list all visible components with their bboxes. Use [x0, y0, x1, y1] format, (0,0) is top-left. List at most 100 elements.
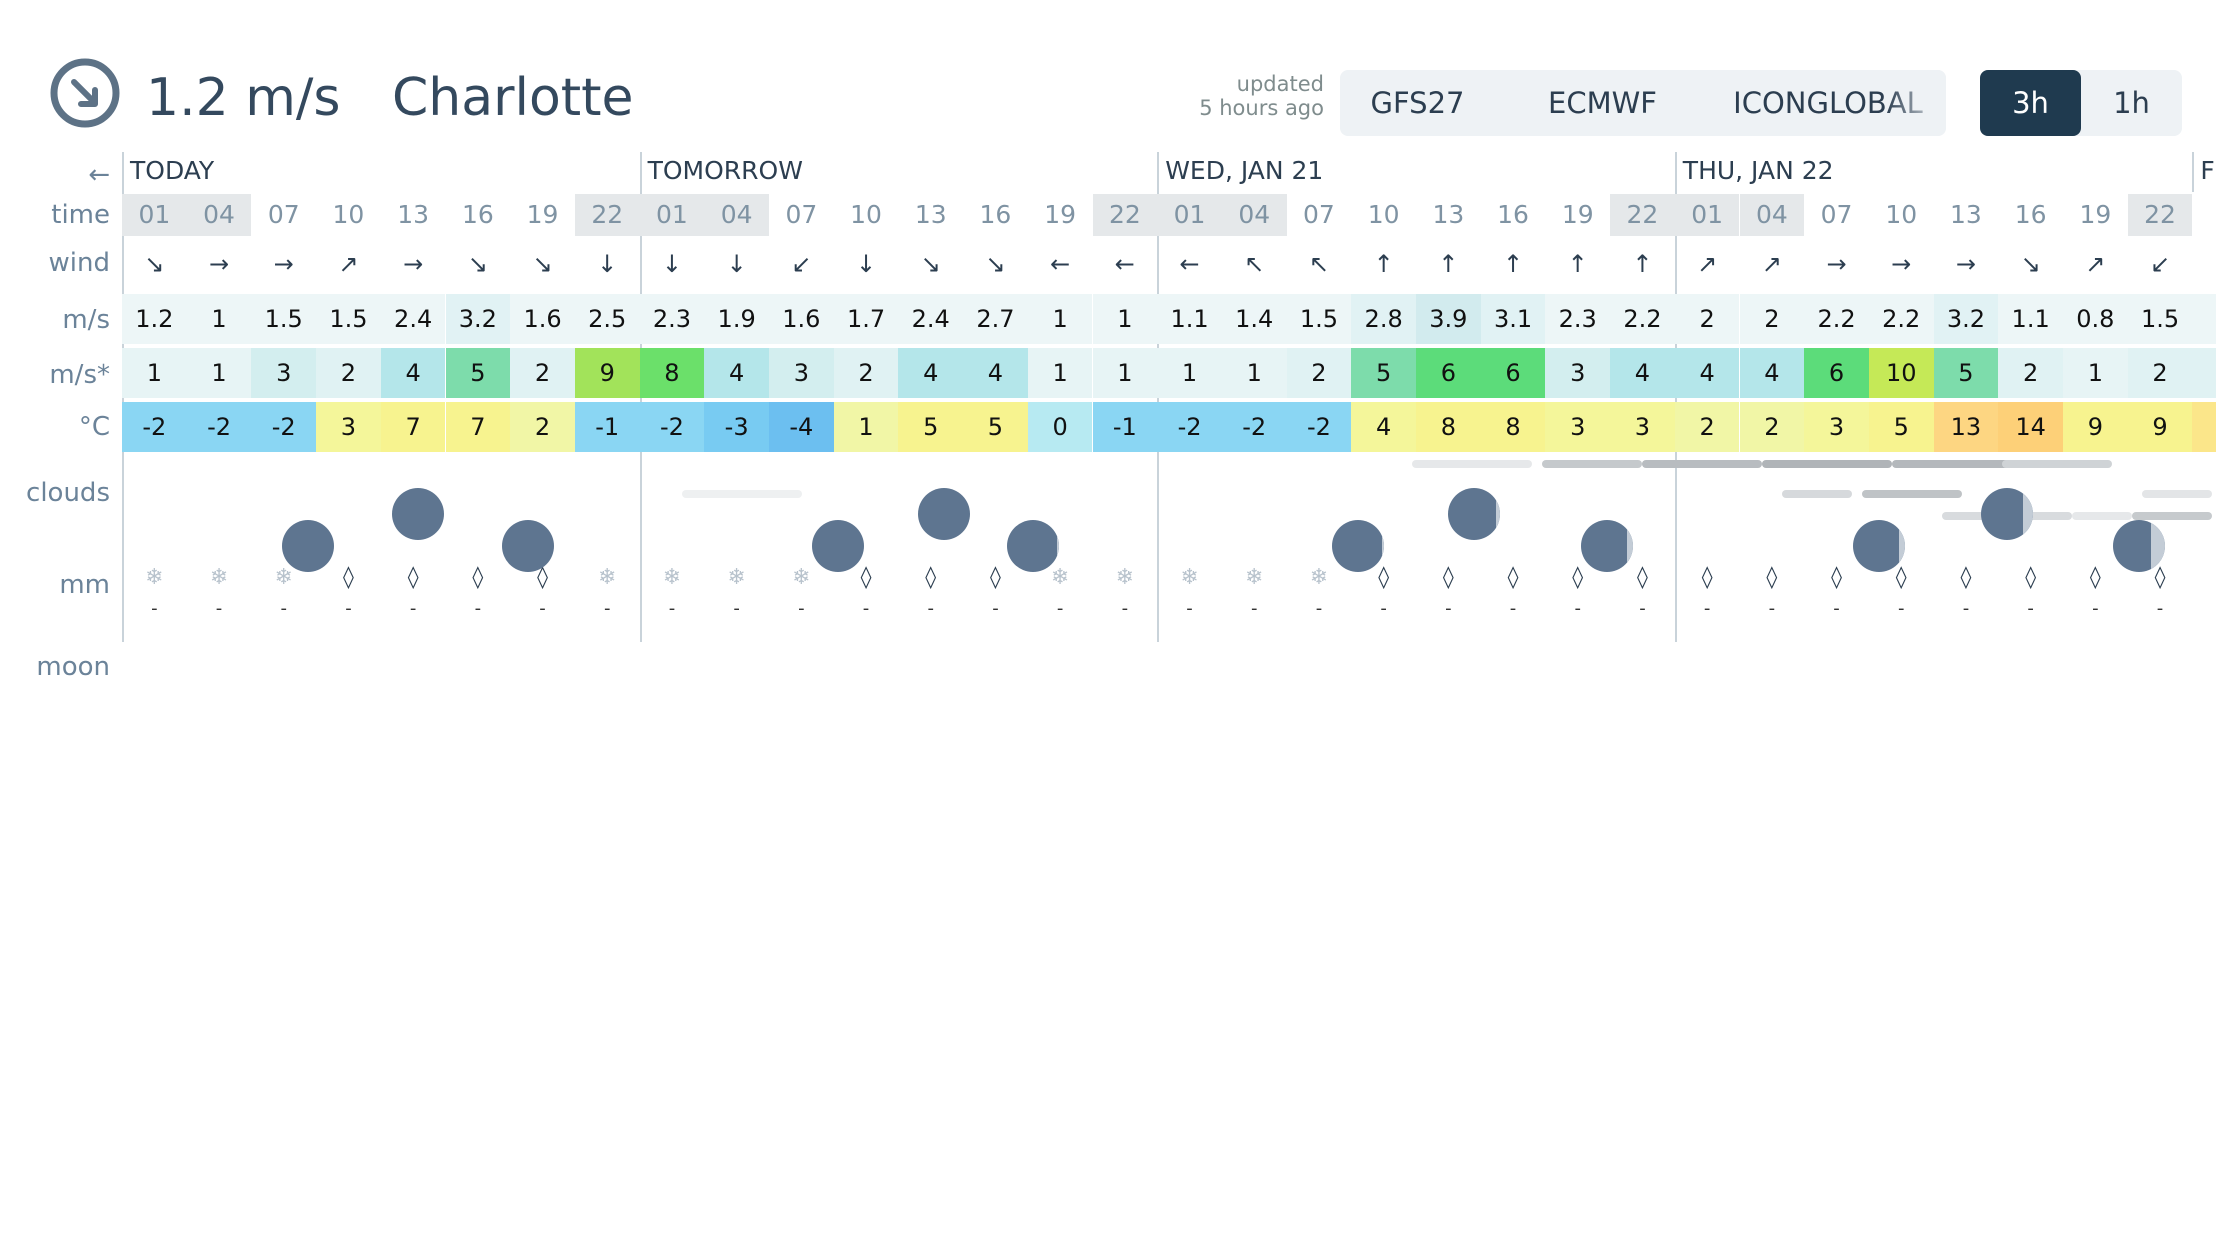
snowflake-icon: ❄	[598, 565, 617, 590]
row-label-wind: wind	[48, 248, 110, 278]
precip-amount: -	[1897, 598, 1905, 619]
cloud-cover-band	[1862, 490, 1962, 498]
time-cell: 19	[526, 200, 559, 229]
precip-amount: -	[1121, 598, 1129, 619]
gust-cell: 2	[2127, 348, 2193, 398]
cloud-cover-band	[2072, 512, 2132, 520]
temperature-cell: -2	[1286, 402, 1352, 452]
snowflake-icon: ❄	[1309, 565, 1329, 590]
precip-amount: -	[927, 598, 934, 619]
wind-speed-cell: 1.1	[1157, 294, 1222, 344]
precip-amount: -	[280, 598, 287, 619]
snowflake-icon: ❄	[1180, 565, 1199, 590]
wind-arrow-icon: ↖	[1244, 250, 1265, 278]
gust-cell: 1	[2063, 348, 2128, 398]
step-3h-button[interactable]: 3h	[1980, 70, 2081, 136]
precip-amount: -	[862, 598, 870, 619]
wind-speed-cell: 1.6	[510, 294, 575, 344]
precip-amount: -	[2092, 598, 2099, 619]
raindrop-icon: ◊	[1831, 565, 1842, 590]
temperature-cell: 3	[1545, 402, 1611, 452]
wind-speed-cell: 2.7	[963, 294, 1028, 344]
temperature-cell: 9	[2063, 402, 2128, 452]
temperature-cell: -2	[251, 402, 317, 452]
cloud-cover-band	[1892, 460, 2012, 468]
gust-cell: 4	[1739, 348, 1805, 398]
precip-amount: -	[1186, 598, 1193, 619]
precip-amount: -	[603, 598, 611, 619]
temperature-cell: 9	[2127, 402, 2193, 452]
city-name[interactable]: Charlotte	[392, 68, 634, 128]
gust-cell: 5	[1351, 348, 1416, 398]
time-cell: 10	[850, 200, 882, 229]
precip-amount: -	[1056, 598, 1064, 619]
temperature-cell: -1	[574, 402, 640, 452]
wind-speed-cell: 1.5	[316, 294, 381, 344]
wind-speed-cell: 2.2	[1868, 294, 1934, 344]
wind-speed-cell: 3.2	[1933, 294, 1999, 344]
wind-speed-cell: 2	[1674, 294, 1740, 344]
wind-arrow-icon: ↘	[920, 250, 941, 278]
moon-phase-icon	[1007, 520, 1059, 572]
scroll-fade	[1886, 70, 1946, 136]
wind-arrow-icon: ↑	[1373, 250, 1394, 278]
moon-lit-crescent	[1627, 520, 1633, 572]
precip-amount: -	[1574, 598, 1581, 619]
time-cell: 07	[267, 200, 300, 229]
model-button-ecmwf[interactable]: ECMWF	[1548, 86, 1657, 120]
temperature-cell: -2	[122, 402, 187, 452]
gust-cell: 2	[833, 348, 899, 398]
snowflake-icon: ❄	[1245, 565, 1264, 590]
wind-speed-cell: 2.4	[898, 294, 964, 344]
wind-arrow-icon: ↑	[1438, 250, 1459, 278]
time-cell: 01	[639, 194, 705, 236]
time-cell: 01	[122, 194, 187, 236]
time-cell: 07	[1303, 200, 1335, 229]
moon-phase-icon	[1448, 488, 1500, 540]
precip-amount: -	[2156, 598, 2164, 619]
gust-cell: 2	[1998, 348, 2063, 398]
raindrop-icon: ◊	[1895, 565, 1907, 590]
precip-amount: -	[345, 598, 352, 619]
wind-speed-cell: 3.9	[1416, 294, 1481, 344]
wind-speed-cell: 2.3	[1545, 294, 1611, 344]
step-1h-button[interactable]: 1h	[2113, 86, 2150, 120]
wind-arrow-icon: ↙	[791, 250, 812, 278]
row-label-wind-speed: m/s	[62, 305, 110, 335]
gust-cell: 3	[1545, 348, 1611, 398]
temperature-cell: 5	[898, 402, 964, 452]
temperature-cell: 0	[1027, 402, 1093, 452]
temperature-cell: 13	[1933, 402, 1999, 452]
wind-arrow-icon: →	[1826, 250, 1847, 278]
time-cell: 13	[914, 200, 947, 229]
previous-day-arrow[interactable]: ←	[88, 160, 110, 190]
moon-phase-icon	[1581, 520, 1633, 572]
wind-speed-cell: 1	[186, 294, 252, 344]
time-step-toggle: 3h 1h	[1980, 70, 2182, 136]
moon-lit-crescent	[2151, 520, 2165, 572]
snowflake-icon: ❄	[727, 565, 746, 590]
gust-cell: 4	[898, 348, 964, 398]
moon-phase-icon	[918, 488, 970, 540]
wind-arrow-icon: ↗	[2085, 250, 2106, 278]
time-cell: 13	[1432, 200, 1465, 229]
wind-speed-cell: 2.3	[639, 294, 705, 344]
cloud-cover-band	[682, 490, 802, 498]
precip-amount: -	[539, 598, 546, 619]
snowflake-icon: ❄	[1050, 565, 1070, 590]
time-cell: 10	[332, 200, 365, 229]
wind-speed-cell: 1.5	[1286, 294, 1352, 344]
model-button-gfs27[interactable]: GFS27	[1370, 86, 1465, 120]
precip-amount: -	[1509, 598, 1517, 619]
gust-cell: 6	[1416, 348, 1481, 398]
forecast-grid: TODAY 01 ↘ 1.2 1 -2 ❄ -04 → 1 1 -2 ❄ -07 → 1.5 3 -2 ❄ -10 ↗ 1…	[122, 150, 2216, 710]
temperature-cell: -2	[1221, 402, 1287, 452]
row-label-moon: moon	[36, 652, 110, 682]
wind-arrow-icon: →	[403, 250, 424, 278]
wind-speed-cell: 1.1	[1998, 294, 2063, 344]
gust-cell: 1	[1221, 348, 1287, 398]
wind-arrow-icon: ↙	[2149, 250, 2171, 278]
moon-lit-crescent	[1382, 520, 1384, 572]
raindrop-icon: ◊	[1960, 565, 1972, 590]
gust-cell: 4	[704, 348, 769, 398]
